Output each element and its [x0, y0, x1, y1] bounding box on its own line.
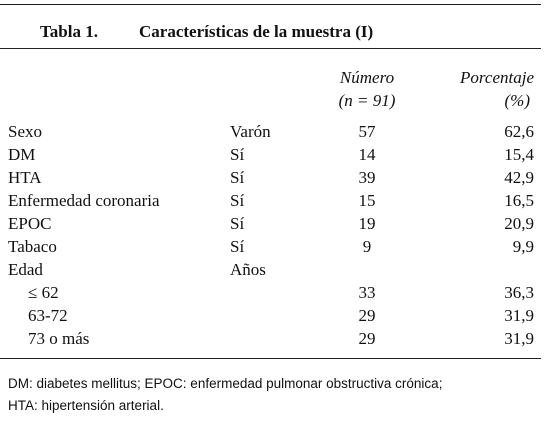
- percent-cell: 36,3: [504, 283, 534, 302]
- row-label: Sexo: [8, 122, 42, 141]
- row-label: HTA: [8, 168, 42, 187]
- row-sublabel: Sí: [230, 237, 245, 256]
- count-cell: 29: [358, 306, 376, 325]
- row-label: 63-72: [28, 306, 68, 325]
- row-label: DM: [8, 145, 36, 164]
- top-rule: [0, 4, 541, 5]
- row-sublabel: Sí: [230, 214, 245, 233]
- count-cell: 39: [358, 168, 376, 187]
- column-header: (%): [504, 91, 530, 110]
- row-label: EPOC: [8, 214, 52, 233]
- count-cell: 57: [358, 122, 376, 141]
- row-label: 73 o más: [28, 329, 90, 348]
- table-title: Características de la muestra (I): [139, 22, 374, 41]
- row-label: Tabaco: [8, 237, 57, 256]
- row-sublabel: Varón: [230, 122, 271, 141]
- row-sublabel: Sí: [230, 168, 245, 187]
- footnote: HTA: hipertensión arterial.: [8, 398, 164, 413]
- footnote: DM: diabetes mellitus; EPOC: enfermedad …: [8, 376, 443, 391]
- column-header: Porcentaje: [460, 68, 534, 87]
- column-header: (n = 91): [338, 91, 396, 110]
- row-label: Enfermedad coronaria: [8, 191, 160, 210]
- column-header: Número: [339, 68, 395, 87]
- count-cell: 15: [358, 191, 376, 210]
- row-sublabel: Sí: [230, 145, 245, 164]
- count-cell: 19: [358, 214, 376, 233]
- title-rule: [0, 48, 541, 49]
- count-cell: 33: [358, 283, 376, 302]
- percent-cell: 31,9: [504, 306, 534, 325]
- percent-cell: 42,9: [504, 168, 534, 187]
- row-label: ≤ 62: [28, 283, 59, 302]
- percent-cell: 9,9: [512, 237, 534, 256]
- percent-cell: 31,9: [504, 329, 534, 348]
- count-cell: 9: [362, 237, 372, 256]
- count-cell: 29: [358, 329, 376, 348]
- row-sublabel: Años: [230, 260, 266, 279]
- percent-cell: 62,6: [504, 122, 534, 141]
- percent-cell: 16,5: [504, 191, 534, 210]
- count-cell: 14: [358, 145, 376, 164]
- row-label: Edad: [8, 260, 43, 279]
- row-sublabel: Sí: [230, 191, 245, 210]
- percent-cell: 20,9: [504, 214, 534, 233]
- bottom-rule: [0, 358, 541, 359]
- percent-cell: 15,4: [504, 145, 534, 164]
- table-label: Tabla 1.: [40, 22, 98, 41]
